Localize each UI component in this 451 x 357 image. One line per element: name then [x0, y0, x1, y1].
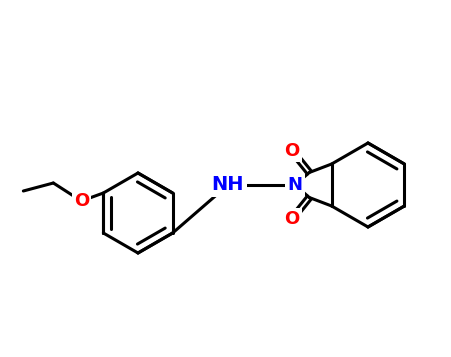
Text: O: O	[74, 192, 89, 210]
Text: O: O	[284, 142, 299, 160]
Text: O: O	[284, 210, 299, 228]
Text: NH: NH	[211, 176, 244, 195]
Text: N: N	[287, 176, 302, 194]
